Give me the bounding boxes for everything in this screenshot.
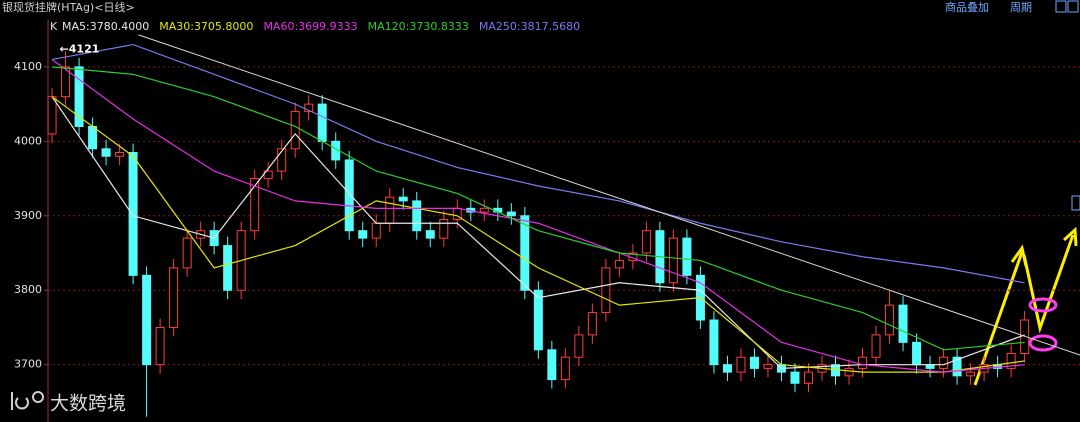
candle-body: [358, 230, 368, 239]
legend-entry: MA60:3699.9333: [263, 20, 357, 33]
max-marker: ←4121: [60, 42, 100, 55]
candle-body: [385, 196, 395, 224]
candle-body: [682, 237, 692, 276]
candle-body: [344, 159, 354, 232]
candle-body: [574, 334, 584, 358]
chart-title: 银现货挂牌(HTAg)<日线>: [2, 0, 135, 14]
y-tick-label: 3700: [14, 358, 42, 371]
watermark-logo: [11, 391, 44, 410]
legend-entry: MA250:3817.5680: [479, 20, 580, 33]
candle-body: [736, 356, 746, 373]
candle-body: [641, 230, 651, 254]
candle-body: [425, 230, 435, 239]
candle-body: [601, 267, 611, 314]
candle-body: [668, 237, 678, 284]
candle-body: [912, 341, 922, 366]
trendline: [138, 34, 1080, 356]
candle-body: [1006, 353, 1016, 369]
candle-body: [844, 367, 854, 377]
candle-body: [439, 219, 449, 239]
candle-body: [763, 364, 773, 369]
candle-body: [547, 349, 557, 381]
candle-body: [506, 211, 516, 217]
candle-body: [614, 259, 624, 269]
candle-body: [169, 267, 179, 328]
candle-body: [885, 304, 895, 336]
candle-body: [74, 66, 84, 127]
candle-body: [898, 304, 908, 343]
annotation-arrows: [973, 226, 1078, 386]
candle-body: [263, 170, 273, 180]
candle-body: [790, 371, 800, 384]
overlay-button[interactable]: 商品叠加: [945, 0, 989, 14]
legend-entry: MA30:3705.8000: [159, 20, 253, 33]
nav-icon[interactable]: [1055, 0, 1067, 13]
candle-body: [533, 289, 543, 351]
candle-body: [155, 326, 165, 366]
candle-body: [115, 152, 125, 157]
candle-body: [182, 237, 192, 269]
candle-body: [722, 364, 732, 373]
period-button[interactable]: 周期: [1010, 1, 1032, 14]
side-tab[interactable]: [1071, 195, 1080, 211]
candle-body: [398, 196, 408, 202]
candle-body: [952, 356, 962, 377]
candle-body: [709, 319, 719, 366]
y-tick-label: 4000: [14, 134, 42, 147]
candle-body: [520, 215, 530, 291]
watermark: 大数跨境: [50, 393, 126, 415]
legend-entry: MA5:3780.4000: [62, 20, 149, 33]
candle-body: [128, 152, 138, 276]
candle-body: [223, 245, 233, 291]
candle-body: [277, 148, 287, 172]
candle-body: [871, 334, 881, 358]
y-tick-label: 4100: [14, 60, 42, 73]
candle-body: [61, 66, 71, 98]
candle-body: [142, 274, 152, 366]
legend-entry: MA120:3730.8333: [368, 20, 469, 33]
candle-body: [47, 96, 57, 135]
candle-body: [858, 356, 868, 369]
candle-body: [412, 200, 422, 232]
y-tick-label: 3900: [14, 209, 42, 222]
ma-line: [51, 58, 1025, 373]
candle-body: [479, 207, 489, 213]
candle-body: [101, 148, 111, 157]
ma-line: [51, 66, 1025, 351]
candle-body: [749, 356, 759, 369]
candle-body: [250, 178, 260, 232]
candle-body: [803, 371, 813, 384]
candle-body: [290, 111, 300, 150]
ma-line: [51, 96, 1025, 373]
candle-body: [371, 222, 381, 239]
candle-body: [88, 125, 98, 150]
ma-line: [51, 43, 1025, 284]
nav-icon[interactable]: [1067, 0, 1079, 13]
y-tick-label: 3800: [14, 283, 42, 296]
legend-k: K: [50, 20, 58, 33]
candle-body: [560, 356, 570, 381]
candle-body: [317, 103, 327, 142]
candle-body: [966, 371, 976, 377]
candle-body: [587, 312, 597, 336]
candle-body: [939, 356, 949, 369]
